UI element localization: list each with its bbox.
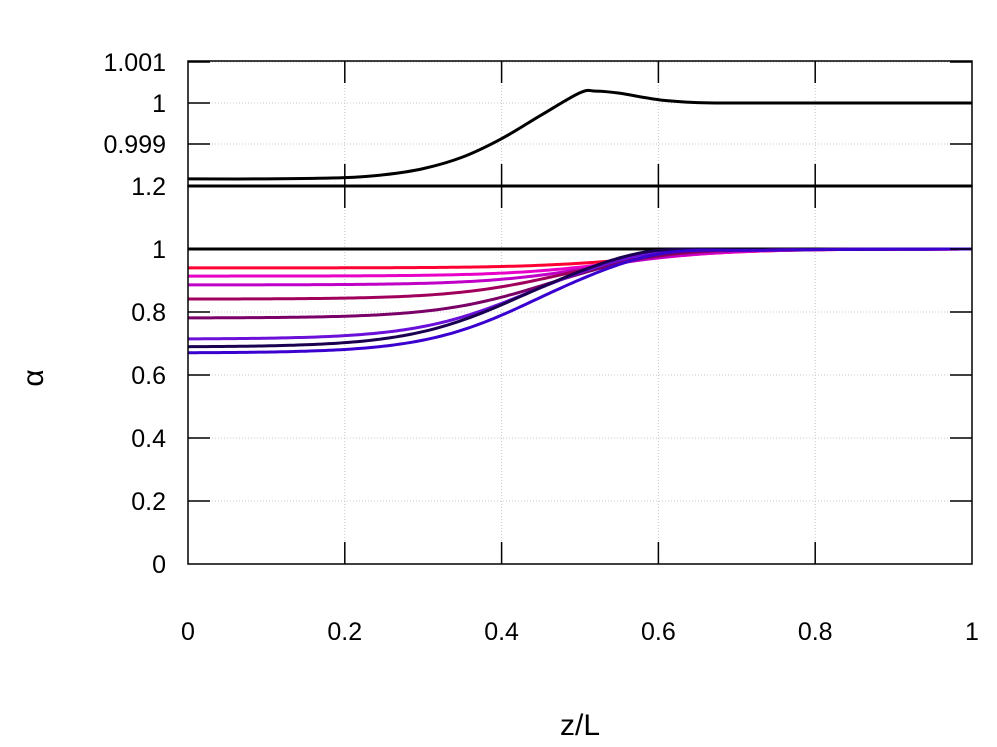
x-tick-label: 0.6 xyxy=(641,618,676,646)
y-tick-label: 1.2 xyxy=(131,173,166,201)
y-tick-label: 1 xyxy=(152,236,166,264)
x-tick-label: 0.2 xyxy=(327,618,362,646)
y-tick-label: 0.2 xyxy=(131,488,166,516)
y-tick-label: 0.6 xyxy=(131,362,166,390)
y-axis-title: α xyxy=(17,369,50,386)
top-panel-y-tick-labels: 1.001 1 0.999 xyxy=(103,49,166,159)
series-line-s8 xyxy=(187,247,972,355)
y-tick-label: 0.4 xyxy=(131,425,166,453)
tick-marks xyxy=(188,61,972,564)
y-tick-label: 1 xyxy=(152,90,166,118)
main-panel-series xyxy=(187,247,973,355)
y-tick-label: 0 xyxy=(152,551,166,579)
x-tick-label: 0.8 xyxy=(798,618,833,646)
x-tick-labels: 0 0.2 0.4 0.6 0.8 1 xyxy=(181,618,979,646)
x-axis-title: z/L xyxy=(560,709,600,742)
x-tick-label: 1 xyxy=(965,618,979,646)
y-tick-label: 1.001 xyxy=(103,49,166,77)
series-line-reference xyxy=(187,88,972,181)
x-tick-label: 0 xyxy=(181,618,195,646)
x-tick-label: 0.4 xyxy=(484,618,519,646)
y-tick-label: 0.8 xyxy=(131,299,166,327)
main-panel-y-tick-labels: 1.2 1 0.8 0.6 0.4 0.2 0 xyxy=(131,173,166,579)
top-panel-series xyxy=(187,88,972,181)
y-tick-label: 0.999 xyxy=(103,131,166,159)
